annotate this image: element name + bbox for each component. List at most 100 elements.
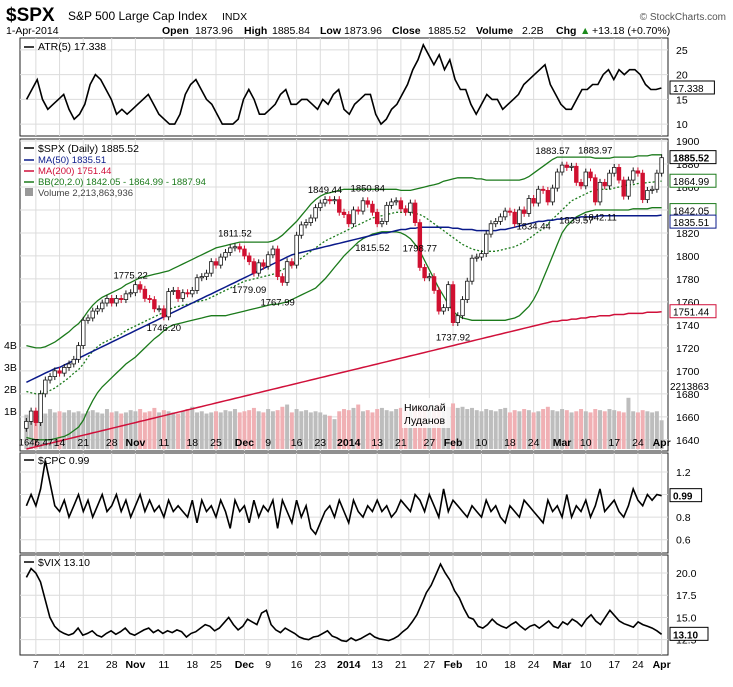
candle: [488, 223, 494, 235]
volume-bar: [531, 412, 536, 449]
candle: [550, 187, 555, 203]
x-tick-label: 27: [423, 659, 435, 671]
volume-bar: [432, 409, 437, 449]
cpc-legend: $CPC 0.99: [38, 455, 90, 467]
volume-bar: [270, 411, 275, 449]
volume-bar: [304, 410, 309, 449]
volume-bar: [180, 411, 185, 449]
x-tick-label: 17: [608, 437, 620, 449]
x-tick-label: Mar: [553, 659, 572, 671]
x-tick-label: 16: [291, 659, 303, 671]
volume-bar: [275, 410, 280, 449]
candle: [441, 307, 446, 312]
volume-value: 2.2B: [522, 25, 544, 37]
volume-bar: [313, 411, 318, 449]
atr-legend: ATR(5) 17.338: [38, 41, 106, 53]
candle: [597, 181, 603, 203]
candle: [303, 222, 309, 226]
y-tick-label: 1720: [676, 343, 700, 355]
y-tick-label: 20: [676, 70, 688, 82]
candle: [607, 172, 612, 187]
x-tick-label: 17: [608, 659, 620, 671]
candle: [502, 210, 508, 218]
candle: [251, 261, 257, 274]
candle: [479, 253, 484, 258]
close-value: 1885.52: [428, 25, 466, 37]
candle: [123, 293, 129, 300]
candle: [275, 248, 280, 278]
price-right-label: 1885.52: [673, 154, 710, 165]
candle: [294, 234, 299, 266]
candle: [517, 209, 522, 225]
cpc-panel-frame: [19, 452, 669, 554]
low-value: 1873.96: [344, 25, 382, 37]
candle: [47, 376, 53, 381]
candle: [313, 207, 318, 219]
candle: [38, 393, 43, 423]
candle: [540, 188, 546, 191]
volume-bar: [190, 406, 195, 449]
volume-bar: [470, 407, 474, 449]
y-tick-label: 1800: [676, 251, 700, 263]
candle: [621, 179, 626, 197]
stockcharts-watermark: © StockCharts.com: [640, 12, 726, 23]
candle: [223, 252, 228, 258]
price-annotation: 1811.52: [218, 229, 252, 240]
candle: [583, 171, 588, 187]
price-annotation: 1767.99: [260, 298, 294, 309]
x-tick-label: 13: [371, 659, 383, 671]
candle: [199, 276, 204, 279]
price-annotation: 1842.11: [583, 213, 617, 224]
candle: [232, 246, 238, 249]
ma200-line: [26, 311, 662, 450]
candle: [346, 214, 351, 225]
y-tick-label: 1680: [676, 389, 700, 401]
x-tick-label: 24: [528, 659, 540, 671]
candle: [280, 276, 285, 283]
price-annotation: 1746.20: [147, 323, 181, 334]
y-tick-label: 10: [676, 119, 688, 131]
volume-bar: [109, 412, 114, 449]
candle: [436, 290, 442, 312]
volume-tick-label: 4B: [4, 340, 17, 352]
candle: [265, 254, 271, 267]
y-tick-label: 1660: [676, 412, 700, 424]
volume-bar: [232, 409, 237, 449]
candle: [218, 256, 223, 266]
volume-swatch: [25, 188, 33, 196]
open-label: Open: [162, 25, 189, 37]
price-annotation: 1883.57: [535, 146, 569, 157]
volume-bar: [142, 412, 147, 449]
x-tick-label: Dec: [235, 437, 254, 449]
x-tick-label: 28: [106, 437, 118, 449]
volume-bar: [645, 411, 650, 449]
volume-bar: [451, 403, 456, 449]
volume-bar: [631, 411, 636, 449]
author-note-line1: Николай: [404, 402, 446, 414]
price-annotation: 1849.44: [308, 185, 342, 196]
ma50-legend: MA(50) 1835.51: [38, 155, 106, 166]
candle: [171, 290, 176, 292]
candle: [398, 200, 404, 210]
volume-bars: [24, 397, 664, 449]
x-tick-label: 9: [265, 659, 271, 671]
price-right-label: 1864.99: [673, 177, 710, 188]
candle: [308, 217, 314, 223]
volume-bar: [356, 404, 361, 449]
volume-bar: [289, 412, 294, 449]
current-value-label: 17.338: [673, 84, 704, 95]
volume-bar: [323, 414, 328, 449]
bb-legend: BB(20,2.0) 1842.05 - 1864.99 - 1887.94: [38, 177, 206, 188]
volume-current-label: 2213863: [670, 382, 709, 393]
volume-bar: [612, 410, 617, 449]
candle: [356, 209, 361, 212]
exchange-label: INDX: [222, 11, 247, 23]
volume-bar: [285, 404, 290, 449]
candle: [161, 308, 167, 318]
x-tick-label: 21: [395, 437, 407, 449]
candle: [66, 363, 72, 368]
volume-bar: [351, 407, 356, 449]
candle: [137, 284, 143, 290]
candle: [640, 172, 645, 201]
